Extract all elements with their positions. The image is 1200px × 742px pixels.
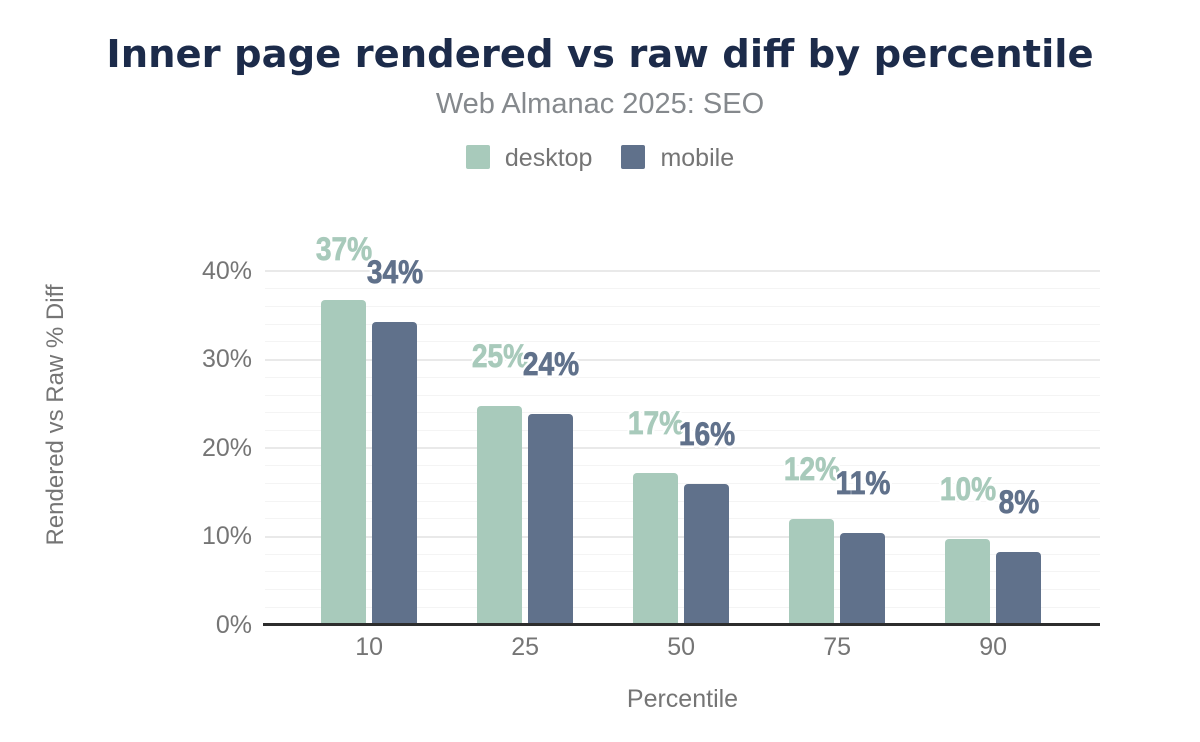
x-tick-label: 10: [355, 632, 384, 661]
minor-gridline: [265, 376, 1100, 378]
major-gridline: [265, 358, 1100, 361]
minor-gridline: [265, 482, 1100, 484]
bar-label-desktop-p10: 37%: [315, 231, 372, 268]
legend-label-desktop: desktop: [504, 144, 593, 172]
major-gridline: [265, 447, 1100, 450]
bar-label-desktop-p25: 25%: [471, 337, 528, 374]
x-axis-title: Percentile: [626, 684, 739, 713]
minor-gridline: [265, 500, 1100, 502]
legend-item-desktop: desktop: [465, 144, 593, 172]
chart-title: Inner page rendered vs raw diff by perce…: [106, 32, 1094, 78]
y-tick-label: 40%: [201, 257, 252, 285]
bar-label-mobile-p25: 24%: [522, 346, 580, 383]
minor-gridline: [265, 341, 1100, 343]
x-tick-label: 50: [667, 632, 696, 661]
bar-mobile-p50[interactable]: [684, 484, 730, 626]
bar-label-mobile-p50: 16%: [678, 416, 736, 453]
minor-gridline: [265, 412, 1100, 414]
bar-desktop-p10[interactable]: [321, 299, 366, 626]
y-tick-label: 10%: [201, 522, 252, 551]
legend: desktop mobile: [0, 145, 1200, 172]
bar-label-desktop-p90: 10%: [939, 471, 996, 508]
minor-gridline: [265, 288, 1100, 290]
minor-gridline: [265, 394, 1100, 396]
minor-gridline: [265, 323, 1100, 325]
bar-label-mobile-p90: 8%: [998, 484, 1040, 521]
bar-mobile-p75[interactable]: [840, 533, 886, 626]
chart-subtitle: Web Almanac 2025: SEO: [435, 87, 765, 120]
legend-label-mobile: mobile: [660, 144, 735, 172]
y-tick-label: 0%: [215, 610, 252, 639]
x-axis-line: [263, 623, 1100, 626]
minor-gridline: [265, 429, 1100, 431]
minor-gridline: [265, 518, 1100, 520]
minor-gridline: [265, 553, 1100, 555]
bar-label-mobile-p10: 34%: [366, 253, 424, 290]
bar-desktop-p75[interactable]: [789, 518, 834, 626]
bar-label-mobile-p75: 11%: [835, 464, 891, 501]
bar-desktop-p25[interactable]: [477, 405, 522, 626]
minor-gridline: [265, 465, 1100, 467]
bar-label-desktop-p75: 12%: [783, 450, 840, 487]
minor-gridline: [265, 571, 1100, 573]
minor-gridline: [265, 306, 1100, 308]
x-tick-label: 75: [823, 632, 852, 661]
legend-swatch-desktop: [465, 145, 490, 169]
bar-label-desktop-p50: 17%: [627, 404, 684, 441]
legend-swatch-mobile: [621, 145, 646, 169]
major-gridline: [265, 270, 1100, 273]
legend-item-mobile: mobile: [621, 145, 734, 172]
y-axis-title: Rendered vs Raw % Diff: [42, 284, 69, 546]
bar-desktop-p90[interactable]: [945, 539, 990, 626]
x-tick-label: 25: [511, 632, 540, 661]
minor-gridline: [265, 606, 1100, 608]
bar-mobile-p25[interactable]: [528, 414, 574, 626]
major-gridline: [265, 535, 1100, 538]
bar-mobile-p90[interactable]: [996, 552, 1042, 626]
y-tick-label: 30%: [201, 345, 252, 374]
bar-mobile-p10[interactable]: [372, 321, 418, 626]
y-tick-label: 20%: [201, 433, 252, 462]
bar-desktop-p50[interactable]: [633, 472, 678, 626]
x-tick-label: 90: [979, 632, 1008, 661]
minor-gridline: [265, 589, 1100, 591]
